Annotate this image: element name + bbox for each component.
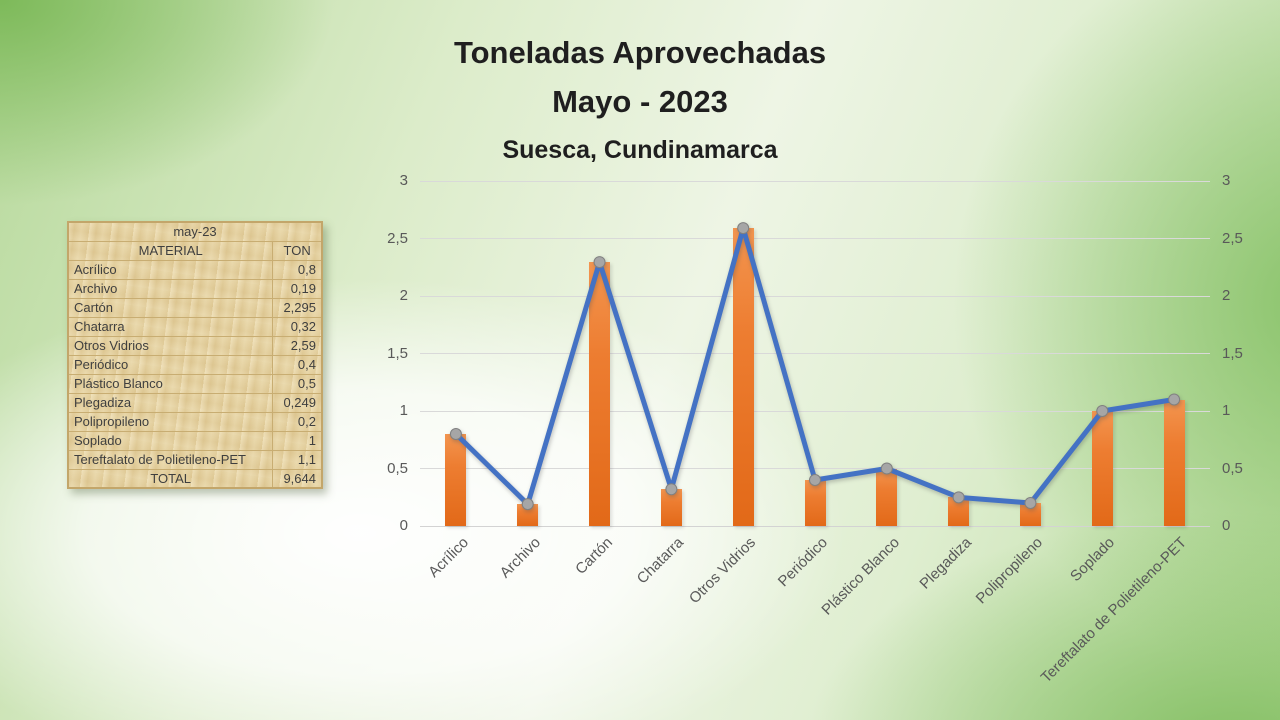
table-row: Plástico Blanco 0,5: [67, 373, 323, 394]
cell-ton: 1,1: [272, 449, 323, 470]
y-axis-label-right: 2: [1222, 287, 1231, 304]
table-period-header: may-23: [67, 221, 323, 242]
total-label: TOTAL: [67, 468, 274, 489]
y-axis-label-left: 0,5: [387, 459, 408, 477]
bar-Otros Vidrios: [732, 228, 754, 526]
line-marker: [1024, 497, 1037, 509]
line-marker: [665, 483, 678, 496]
line-series: [449, 222, 1181, 511]
line-marker: [1168, 393, 1181, 406]
line-marker: [880, 462, 893, 475]
table-row: Acrílico 0,8: [67, 259, 323, 280]
y-axis-label-right: 1,5: [1222, 344, 1243, 362]
table-row: Cartón 2,295: [67, 297, 323, 318]
cell-ton: 0,8: [272, 259, 323, 280]
x-axis-label: Acrílico: [425, 534, 472, 581]
line-marker: [593, 256, 606, 269]
bar-Soplado: [1091, 411, 1113, 526]
gridline: [420, 468, 1210, 469]
bar-Polipropileno: [1019, 503, 1041, 526]
title-line-1: Toneladas Aprovechadas: [453, 35, 827, 70]
x-axis-line: [420, 525, 1210, 527]
y-axis-label-right: 0,5: [1222, 459, 1243, 477]
bar-Archivo: [517, 504, 539, 526]
cell-ton: 2,295: [272, 297, 323, 318]
line-marker: [737, 222, 750, 235]
bar-Acrílico: [445, 434, 467, 526]
y-axis-label-right: 3: [1222, 172, 1231, 189]
y-axis-label-right: 1: [1222, 402, 1231, 419]
y-axis-label-left: 1,5: [387, 344, 408, 362]
chart-title-block: Toneladas Aprovechadas Mayo - 2023 Suesc…: [330, 28, 950, 170]
y-axis-label-left: 1: [399, 402, 408, 419]
table-row: Polipropileno 0,2: [67, 411, 323, 432]
bar-Tereftalato de Polietileno-PET: [1163, 399, 1185, 526]
cell-ton: 0,249: [272, 392, 323, 413]
gridline: [420, 238, 1210, 239]
y-axis-label-right: 2,5: [1222, 229, 1243, 247]
table-row: Otros Vidrios 2,59: [67, 335, 323, 356]
table-row: Archivo 0,19: [67, 278, 323, 299]
y-axis-label-left: 0: [399, 517, 408, 534]
bar-Plástico Blanco: [876, 468, 898, 526]
bar-Cartón: [589, 262, 611, 526]
bar-Plegadiza: [948, 497, 970, 526]
line-marker: [952, 491, 965, 504]
line-marker: [809, 474, 821, 486]
bar-Chatarra: [660, 489, 682, 526]
line-marker: [521, 498, 534, 511]
cell-material: Archivo: [67, 278, 274, 299]
subtitle: Suesca, Cundinamarca: [502, 136, 778, 164]
gridline: [420, 353, 1210, 354]
title-line-2: Mayo - 2023: [552, 84, 728, 119]
gridline: [420, 295, 1210, 297]
materials-table: may-23 MATERIAL TON Acrílico 0,8 Archivo 0,…: [67, 221, 323, 489]
gridline: [420, 180, 1210, 182]
bar-Periódico: [804, 480, 826, 526]
table-row: Plegadiza 0,249: [67, 392, 323, 413]
total-value: 9,644: [272, 468, 323, 489]
table-total-row: TOTAL 9,644: [67, 468, 323, 489]
table-row: Periódico 0,4: [67, 354, 323, 375]
gridline: [420, 410, 1210, 412]
line-marker: [1096, 405, 1109, 417]
y-axis-label-right: 0: [1222, 517, 1231, 534]
y-axis-label-left: 2,5: [387, 229, 408, 247]
line-marker: [449, 428, 462, 440]
y-axis-label-left: 3: [399, 172, 408, 189]
cell-ton: 0,2: [272, 411, 323, 432]
cell-material: Otros Vidrios: [67, 335, 274, 356]
line-path: [453, 225, 1177, 507]
y-axis-label-left: 2: [399, 287, 408, 304]
cell-material: Plástico Blanco: [67, 373, 274, 394]
table-period-row: may-23: [67, 221, 323, 242]
